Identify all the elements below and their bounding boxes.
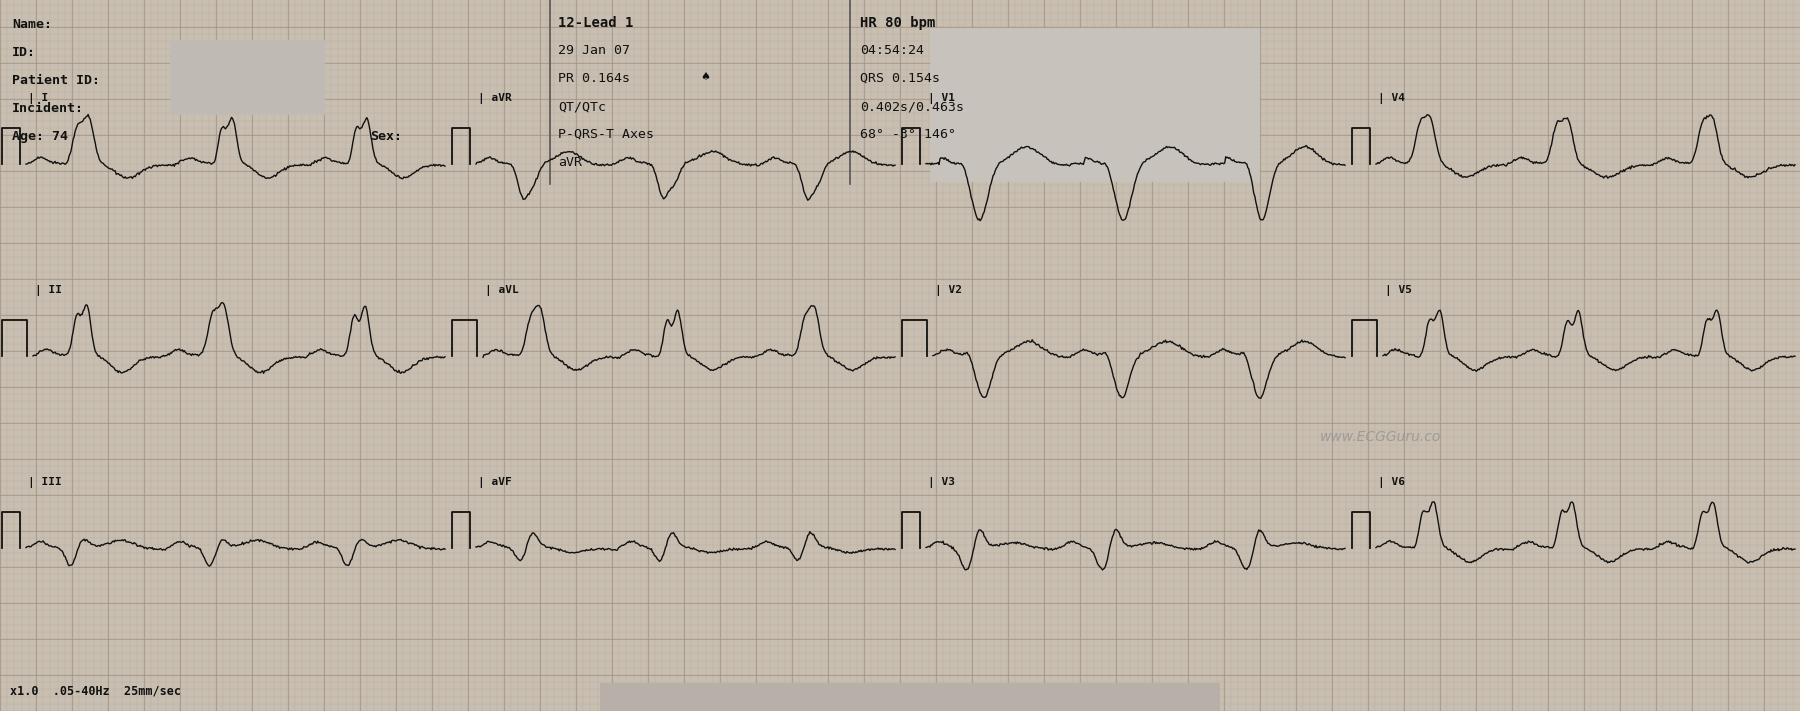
Bar <box>599 683 1220 711</box>
Bar <box>169 40 326 115</box>
Text: 04:54:24: 04:54:24 <box>860 44 923 57</box>
Text: | V6: | V6 <box>1379 477 1406 488</box>
Text: QRS 0.154s: QRS 0.154s <box>860 72 940 85</box>
Text: x1.0  .05-40Hz  25mm/sec: x1.0 .05-40Hz 25mm/sec <box>11 684 182 697</box>
Text: | I: | I <box>29 93 49 104</box>
Text: ♠: ♠ <box>700 72 709 82</box>
Text: ID:: ID: <box>13 46 36 59</box>
Text: aVR: aVR <box>558 156 581 169</box>
Text: 68° -3° 146°: 68° -3° 146° <box>860 128 956 141</box>
Text: 0.402s/0.463s: 0.402s/0.463s <box>860 100 965 113</box>
Text: P-QRS-T Axes: P-QRS-T Axes <box>558 128 653 141</box>
Text: | V5: | V5 <box>1384 285 1411 296</box>
Text: QT/QTc: QT/QTc <box>558 100 607 113</box>
Text: 12-Lead 1: 12-Lead 1 <box>558 16 634 30</box>
Text: | aVR: | aVR <box>479 93 511 104</box>
Text: Patient ID:: Patient ID: <box>13 74 101 87</box>
Bar <box>0 0 1800 184</box>
Text: | aVF: | aVF <box>479 477 511 488</box>
Text: Age: 74: Age: 74 <box>13 130 68 143</box>
Text: HR 80 bpm: HR 80 bpm <box>860 16 936 30</box>
Text: Name:: Name: <box>13 18 52 31</box>
Text: Sex:: Sex: <box>371 130 401 143</box>
Text: 29 Jan 07: 29 Jan 07 <box>558 44 630 57</box>
Text: PR 0.164s: PR 0.164s <box>558 72 630 85</box>
Text: | II: | II <box>34 285 61 296</box>
Text: | V1: | V1 <box>929 93 956 104</box>
Text: | V3: | V3 <box>929 477 956 488</box>
Text: | III: | III <box>29 477 61 488</box>
Text: | V2: | V2 <box>934 285 961 296</box>
Bar <box>931 28 1260 182</box>
Text: www.ECGGuru.co: www.ECGGuru.co <box>1319 430 1442 444</box>
Text: Incident:: Incident: <box>13 102 85 115</box>
Text: | aVL: | aVL <box>484 285 518 296</box>
Text: | V4: | V4 <box>1379 93 1406 104</box>
